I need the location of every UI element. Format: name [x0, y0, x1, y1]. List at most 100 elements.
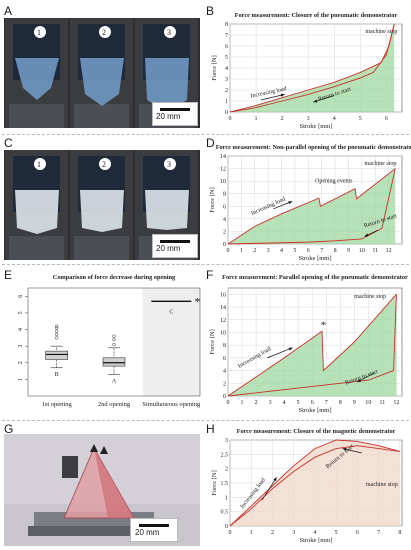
arrow-head	[288, 201, 293, 205]
scale-label-c: 20 mm	[156, 244, 181, 253]
row-separator	[2, 420, 409, 421]
significance-marker: *	[194, 294, 200, 308]
outlier-point	[55, 329, 59, 333]
outlier-point	[112, 334, 116, 338]
outlier-point	[55, 326, 59, 330]
x-tick-label: 1	[241, 400, 244, 406]
x-axis-label: Stroke [mm]	[299, 123, 332, 130]
y-tick-label: 0	[225, 110, 228, 116]
unloading-curve	[227, 168, 396, 245]
loading-curve	[229, 439, 400, 527]
frame-number-badge	[164, 158, 176, 170]
chart-b: Force measurement: Closure of the pneuma…	[211, 12, 403, 130]
x-tick-label: 12	[386, 248, 392, 254]
y-tick-label: 6	[18, 295, 24, 298]
panel-letter-e: E	[4, 268, 13, 282]
y-tick-label: 16	[220, 292, 226, 298]
y-tick-label: 3	[225, 438, 228, 444]
x-tick-label: 5	[293, 248, 296, 254]
frame-number: 2	[102, 28, 106, 37]
photo-base	[74, 104, 129, 128]
y-tick-label: 0	[223, 242, 226, 248]
x-tick-label: 2	[271, 530, 274, 536]
y-tick-label: 2.5	[221, 452, 229, 458]
y-tick-label: 7	[225, 33, 228, 39]
frame-number-badge	[99, 158, 111, 170]
y-tick-label: 4	[18, 328, 24, 331]
work-area-fill	[228, 294, 397, 396]
y-axis-label: Force [N]	[209, 187, 216, 212]
y-tick-label: 1	[225, 495, 228, 501]
y-tick-label: 12	[220, 318, 226, 324]
y-tick-label: 8	[225, 22, 228, 28]
frame-number-badge	[164, 26, 176, 38]
y-tick-label: 1	[18, 378, 24, 381]
box	[102, 357, 126, 367]
x-tick-label: 11	[372, 248, 378, 254]
loading-curve	[227, 294, 397, 397]
direction-arrow	[261, 94, 285, 101]
y-tick-label: 2	[225, 88, 228, 94]
arrow-head	[288, 347, 293, 351]
group-letter: B	[55, 372, 59, 378]
loading-curve	[227, 168, 396, 245]
loading-curve	[229, 23, 395, 113]
panel-letter-a: A	[4, 4, 13, 18]
x-tick-label: 3	[307, 116, 310, 122]
y-tick-label: 0.5	[221, 510, 229, 516]
photo-sequence-c: 1 2 3 20 mm	[4, 150, 200, 260]
x-tick-label: 7	[325, 400, 328, 406]
x-tick-label: 0	[229, 530, 232, 536]
outlier-point	[112, 342, 116, 347]
photo-base	[9, 236, 64, 260]
x-tick-label: 1	[240, 248, 243, 254]
x-tick-label: 6	[356, 530, 359, 536]
scale-bar-g: 20 mm	[130, 518, 178, 542]
category-label: 2nd opening	[98, 401, 131, 408]
frame-number-badge	[34, 158, 46, 170]
annotation: machine stop	[365, 161, 397, 167]
frame-number: 3	[167, 28, 171, 37]
x-tick-label: 5	[359, 116, 362, 122]
y-tick-label: 6	[223, 204, 226, 210]
x-tick-label: 0	[227, 248, 230, 254]
scale-bar-c: 20 mm	[152, 234, 198, 258]
arrow-head	[313, 99, 318, 103]
x-tick-label: 10	[365, 400, 371, 406]
y-axis-label: Force [N]	[211, 470, 218, 495]
y-tick-label: 3	[225, 77, 228, 83]
scale-label-g: 20 mm	[135, 528, 160, 537]
chart-title: Comparison of force decrease during open…	[53, 274, 176, 281]
scale-label-a: 20 mm	[156, 112, 181, 121]
annotation: Opening events	[315, 178, 353, 184]
work-area-fill	[230, 440, 400, 526]
chart-title: Force measurement: Non-parallel opening …	[216, 144, 411, 151]
panel-letter-b: B	[206, 4, 215, 18]
panel-letter-g: G	[4, 422, 14, 436]
y-tick-label: 10	[220, 330, 226, 336]
y-tick-label: 5	[225, 55, 228, 61]
annotation: machine stop	[366, 482, 398, 488]
y-tick-label: 14	[220, 154, 226, 160]
outlier-point	[55, 336, 59, 340]
row-separator	[2, 264, 409, 265]
x-tick-label: 5	[335, 530, 338, 536]
frame-number: 2	[102, 160, 106, 169]
x-tick-label: 7	[320, 248, 323, 254]
annotation: machine stop	[354, 294, 386, 300]
group-letter: A	[112, 378, 117, 384]
box	[45, 350, 68, 360]
y-tick-label: 2	[225, 467, 228, 473]
row-separator	[2, 134, 409, 135]
y-tick-label: 5	[18, 311, 24, 314]
chart-title: Force measurement: Closure of the pneuma…	[235, 12, 398, 19]
frame-number-badge	[34, 26, 46, 38]
photo-sequence-a: 1 2 3 20 mm	[4, 18, 200, 128]
y-tick-label: 6	[223, 356, 226, 362]
frame-number: 1	[37, 160, 41, 169]
x-tick-label: 10	[359, 248, 365, 254]
x-tick-label: 6	[385, 116, 388, 122]
panel-letter-h: H	[206, 422, 215, 436]
category-label: 1st opening	[42, 401, 73, 408]
y-tick-label: 8	[223, 343, 226, 349]
